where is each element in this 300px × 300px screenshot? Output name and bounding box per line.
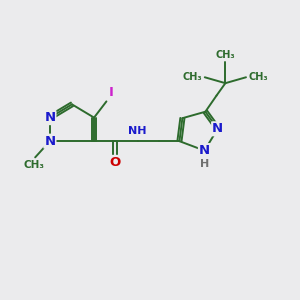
Text: CH₃: CH₃ (248, 72, 268, 82)
Text: N: N (44, 111, 56, 124)
Text: N: N (199, 144, 210, 157)
Text: NH: NH (128, 127, 147, 136)
Text: N: N (44, 135, 56, 148)
Text: CH₃: CH₃ (183, 72, 202, 82)
Text: N: N (212, 122, 223, 135)
Text: O: O (109, 156, 120, 169)
Text: CH₃: CH₃ (216, 50, 235, 60)
Text: H: H (200, 159, 209, 169)
Text: I: I (109, 86, 114, 99)
Text: CH₃: CH₃ (23, 160, 44, 170)
